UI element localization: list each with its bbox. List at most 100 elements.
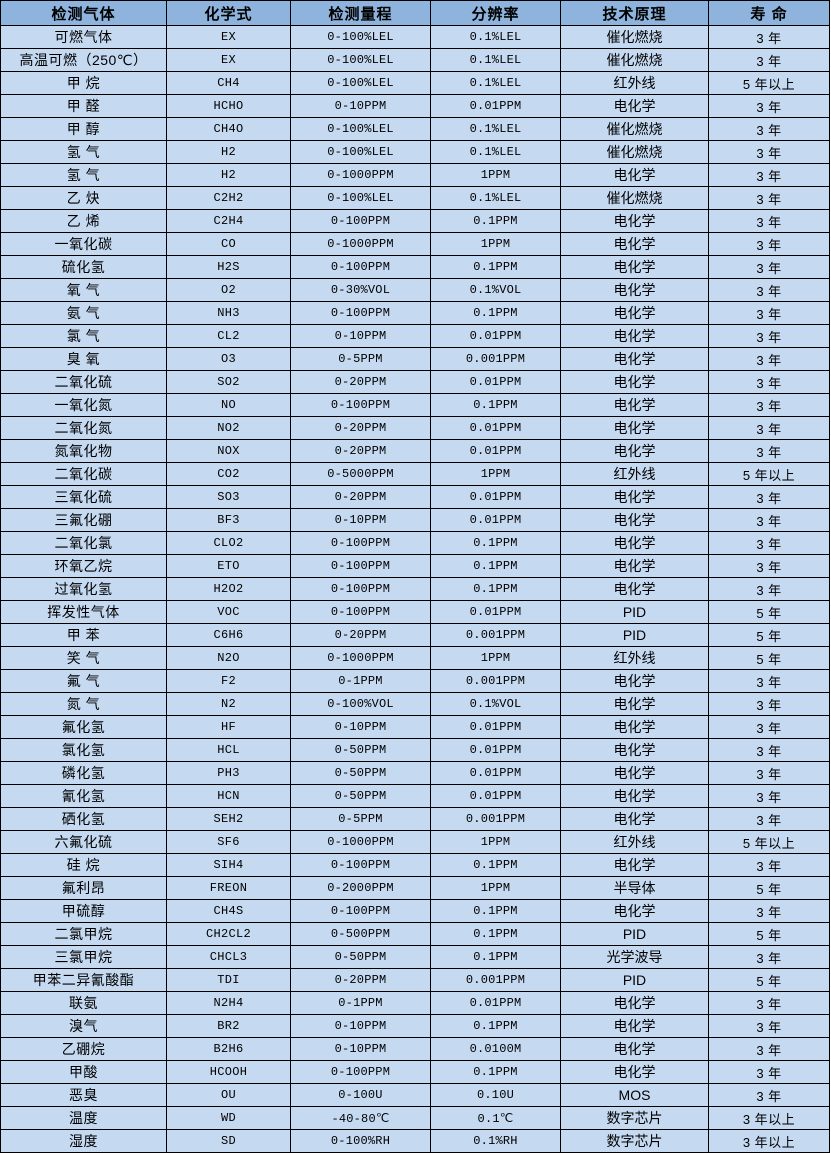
cell-range: 0-20PPM [290,623,431,647]
cell-formula: C2H2 [166,186,291,210]
cell-formula: CH4 [166,71,291,95]
cell-resolution: 0.01PPM [430,600,561,624]
cell-resolution: 0.001PPM [430,807,561,831]
cell-formula: WD [166,1106,291,1130]
cell-formula: HCN [166,784,291,808]
cell-range: 0-100PPM [290,393,431,417]
cell-name: 甲 烷 [0,71,167,95]
column-header-gas-name: 检测气体 [0,0,167,26]
cell-range: 0-50PPM [290,738,431,762]
cell-range: 0-10PPM [290,324,431,348]
table-row: 六氟化硫 SF6 0-1000PPM 1PPM 红外线 5 年以上 [0,830,830,854]
cell-life: 5 年以上 [708,462,830,486]
cell-tech: 催化燃烧 [560,25,709,49]
cell-life: 3 年 [708,715,830,739]
cell-life: 3 年 [708,692,830,716]
cell-name: 三氧化硫 [0,485,167,509]
cell-range: 0-100%LEL [290,117,431,141]
cell-tech: 催化燃烧 [560,117,709,141]
cell-tech: PID [560,968,709,992]
cell-range: 0-100PPM [290,853,431,877]
cell-name: 氮氧化物 [0,439,167,463]
cell-tech: MOS [560,1083,709,1107]
cell-life: 3 年 [708,186,830,210]
cell-resolution: 0.1PPM [430,899,561,923]
cell-name: 硫化氢 [0,255,167,279]
cell-resolution: 0.01PPM [430,439,561,463]
cell-name: 六氟化硫 [0,830,167,854]
table-row: 高温可燃（250℃） EX 0-100%LEL 0.1%LEL 催化燃烧 3 年 [0,48,830,72]
cell-name: 三氯甲烷 [0,945,167,969]
cell-formula: SO2 [166,370,291,394]
cell-range: 0-10PPM [290,715,431,739]
table-row: 氮 气 N2 0-100%VOL 0.1%VOL 电化学 3 年 [0,692,830,716]
cell-range: 0-50PPM [290,784,431,808]
cell-resolution: 0.001PPM [430,669,561,693]
cell-resolution: 1PPM [430,646,561,670]
cell-range: 0-100%LEL [290,48,431,72]
cell-formula: H2S [166,255,291,279]
cell-life: 3 年 [708,945,830,969]
cell-name: 笑 气 [0,646,167,670]
cell-name: 氨 气 [0,301,167,325]
table-row: 恶臭 OU 0-100U 0.10U MOS 3 年 [0,1083,830,1107]
cell-range: 0-100PPM [290,577,431,601]
cell-formula: CH4O [166,117,291,141]
table-row: 氟化氢 HF 0-10PPM 0.01PPM 电化学 3 年 [0,715,830,739]
cell-resolution: 0.1%RH [430,1129,561,1153]
cell-life: 5 年以上 [708,830,830,854]
cell-tech: 红外线 [560,646,709,670]
table-row: 甲 苯 C6H6 0-20PPM 0.001PPM PID 5 年 [0,623,830,647]
cell-name: 乙 烯 [0,209,167,233]
table-row: 联氨 N2H4 0-1PPM 0.01PPM 电化学 3 年 [0,991,830,1015]
cell-tech: 电化学 [560,807,709,831]
cell-range: 0-20PPM [290,416,431,440]
table-row: 硒化氢 SEH2 0-5PPM 0.001PPM 电化学 3 年 [0,807,830,831]
cell-tech: 半导体 [560,876,709,900]
cell-tech: 电化学 [560,991,709,1015]
table-row: 甲 烷 CH4 0-100%LEL 0.1%LEL 红外线 5 年以上 [0,71,830,95]
table-row: 乙 烯 C2H4 0-100PPM 0.1PPM 电化学 3 年 [0,209,830,233]
cell-resolution: 0.1PPM [430,393,561,417]
cell-name: 臭 氧 [0,347,167,371]
cell-life: 3 年 [708,393,830,417]
cell-name: 甲 醇 [0,117,167,141]
table-row: 乙硼烷 B2H6 0-10PPM 0.0100M 电化学 3 年 [0,1037,830,1061]
cell-tech: 电化学 [560,347,709,371]
cell-range: 0-50PPM [290,945,431,969]
cell-formula: CL2 [166,324,291,348]
cell-tech: 电化学 [560,577,709,601]
cell-tech: 电化学 [560,278,709,302]
cell-resolution: 1PPM [430,830,561,854]
table-row: 三氧化硫 SO3 0-20PPM 0.01PPM 电化学 3 年 [0,485,830,509]
cell-life: 3 年 [708,554,830,578]
table-row: 氟 气 F2 0-1PPM 0.001PPM 电化学 3 年 [0,669,830,693]
cell-resolution: 0.01PPM [430,370,561,394]
cell-resolution: 0.1%LEL [430,117,561,141]
table-row: 氮氧化物 NOX 0-20PPM 0.01PPM 电化学 3 年 [0,439,830,463]
cell-formula: H2 [166,140,291,164]
cell-life: 3 年 [708,324,830,348]
cell-resolution: 0.1%LEL [430,48,561,72]
cell-resolution: 1PPM [430,163,561,187]
cell-tech: 电化学 [560,784,709,808]
cell-formula: OU [166,1083,291,1107]
cell-life: 3 年 [708,416,830,440]
table-row: 氯化氢 HCL 0-50PPM 0.01PPM 电化学 3 年 [0,738,830,762]
cell-formula: F2 [166,669,291,693]
cell-range: 0-100U [290,1083,431,1107]
cell-life: 3 年 [708,784,830,808]
cell-name: 二氧化氯 [0,531,167,555]
cell-formula: EX [166,25,291,49]
cell-life: 3 年 [708,94,830,118]
cell-formula: O2 [166,278,291,302]
cell-tech: 电化学 [560,508,709,532]
table-row: 氯 气 CL2 0-10PPM 0.01PPM 电化学 3 年 [0,324,830,348]
cell-formula: VOC [166,600,291,624]
cell-name: 挥发性气体 [0,600,167,624]
cell-life: 3 年 [708,301,830,325]
cell-name: 二氧化氮 [0,416,167,440]
cell-life: 3 年 [708,439,830,463]
table-row: 甲苯二异氰酸酯 TDI 0-20PPM 0.001PPM PID 5 年 [0,968,830,992]
cell-formula: ETO [166,554,291,578]
